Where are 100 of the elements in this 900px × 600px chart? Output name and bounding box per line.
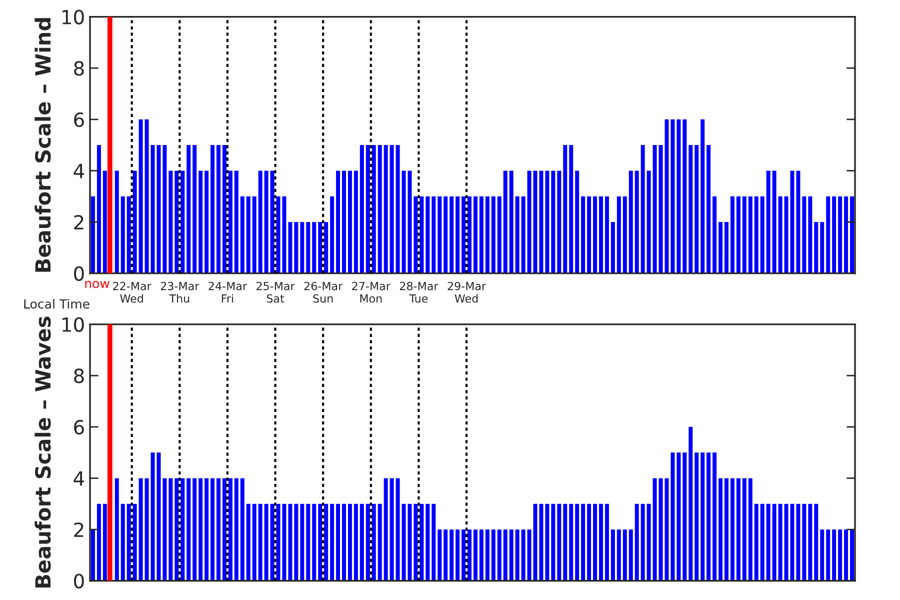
- y-tick-label: 8: [74, 61, 84, 76]
- bar: [204, 478, 209, 581]
- bar: [330, 504, 334, 581]
- bar: [479, 196, 484, 274]
- x-tick-label: 25-Mar Sat: [256, 282, 295, 303]
- bar: [838, 196, 842, 274]
- bar: [366, 145, 370, 274]
- bar: [688, 426, 693, 581]
- bar: [450, 530, 454, 581]
- bar: [682, 119, 687, 274]
- bar: [90, 196, 95, 274]
- bar: [551, 504, 556, 581]
- bar: [384, 145, 388, 274]
- y-axis-title: Beaufort Scale – Wind: [34, 18, 51, 272]
- bar: [515, 196, 520, 274]
- bar: [384, 478, 388, 581]
- bar: [438, 196, 442, 274]
- bar: [102, 170, 107, 274]
- bar: [396, 478, 400, 581]
- bar: [616, 530, 621, 581]
- bar: [497, 530, 502, 581]
- bar: [509, 530, 514, 581]
- bar: [156, 145, 161, 274]
- y-tick-label: 6: [74, 420, 84, 435]
- bar: [402, 504, 406, 581]
- bar: [174, 478, 179, 581]
- bar: [240, 478, 244, 581]
- bar: [336, 504, 340, 581]
- bar: [712, 196, 717, 274]
- bar: [180, 170, 185, 274]
- bar: [126, 504, 131, 581]
- bar: [348, 170, 352, 274]
- bar: [694, 452, 699, 581]
- y-axis-title: Beaufort Scale – Waves: [34, 316, 51, 588]
- bar: [294, 504, 298, 581]
- bar: [503, 170, 508, 274]
- bar: [473, 196, 478, 274]
- bar: [114, 170, 119, 274]
- bar: [593, 504, 598, 581]
- bar: [378, 504, 382, 581]
- bar: [396, 145, 400, 274]
- bar: [802, 196, 806, 274]
- bar: [736, 196, 740, 274]
- bar: [676, 452, 681, 581]
- x-tick-label: 29-Mar Wed: [448, 282, 486, 303]
- bar: [252, 196, 256, 274]
- bar: [462, 196, 466, 274]
- bar: [850, 196, 854, 274]
- bar: [330, 196, 334, 274]
- bar: [581, 196, 586, 274]
- bar: [264, 170, 268, 274]
- bar: [270, 170, 274, 274]
- bar: [102, 504, 107, 581]
- bar: [706, 452, 711, 581]
- bar: [802, 504, 806, 581]
- bar: [372, 504, 376, 581]
- bar: [210, 478, 215, 581]
- bar: [742, 478, 746, 581]
- bar: [718, 478, 723, 581]
- bar: [652, 145, 657, 274]
- bar: [814, 504, 818, 581]
- bar: [622, 196, 627, 274]
- bar: [670, 452, 675, 581]
- bar: [252, 504, 256, 581]
- bar: [444, 530, 448, 581]
- bar: [306, 504, 310, 581]
- y-tick-label: 10: [62, 317, 84, 332]
- x-axis-title: Local Time: [24, 298, 90, 309]
- bar: [491, 196, 496, 274]
- bar: [521, 530, 526, 581]
- bar: [168, 170, 173, 274]
- bar: [246, 504, 250, 581]
- bar: [186, 478, 191, 581]
- bar: [616, 196, 621, 274]
- y-tick-label: 6: [74, 112, 84, 128]
- bar: [784, 504, 788, 581]
- bar: [610, 530, 615, 581]
- bar: [581, 504, 586, 581]
- bar: [796, 504, 800, 581]
- bar: [754, 196, 758, 274]
- bar: [724, 478, 728, 581]
- bar: [288, 504, 292, 581]
- bar: [497, 196, 502, 274]
- x-tick-label: 28-Mar Tue: [400, 282, 438, 303]
- x-tick-label: 27-Mar Mon: [352, 282, 390, 303]
- bar: [390, 478, 394, 581]
- bar: [700, 452, 705, 581]
- bar: [456, 530, 460, 581]
- bar: [539, 504, 544, 581]
- bar: [354, 170, 358, 274]
- bar: [90, 530, 95, 581]
- bar: [264, 504, 268, 581]
- bar: [844, 196, 848, 274]
- bar: [144, 119, 149, 274]
- bar: [192, 145, 197, 274]
- bar: [420, 196, 424, 274]
- bar: [414, 196, 418, 274]
- bar: [300, 504, 304, 581]
- bar: [646, 504, 651, 581]
- bar: [557, 170, 562, 274]
